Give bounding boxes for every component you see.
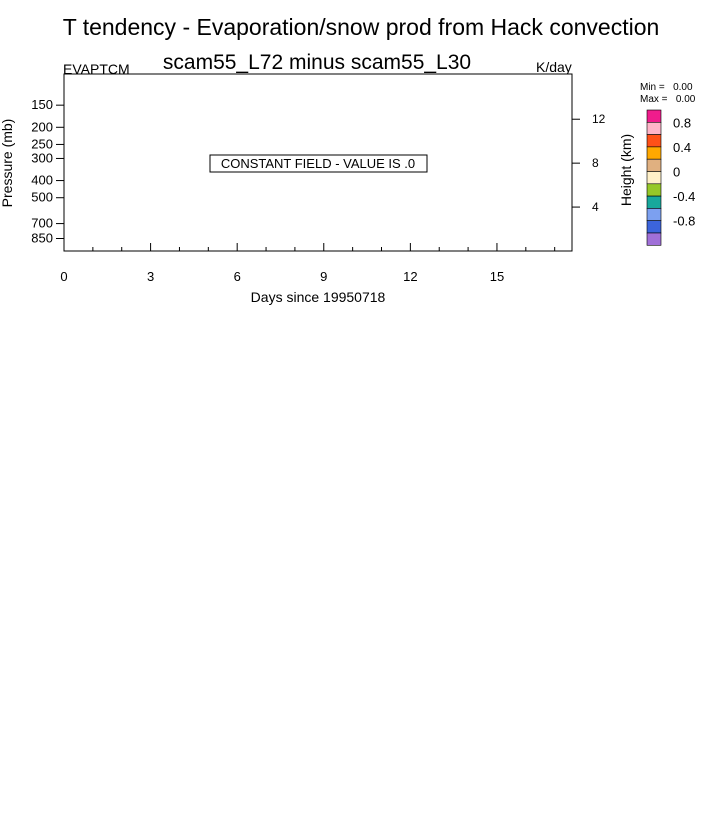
annotation-box <box>209 154 428 173</box>
y-axis-label: Pressure (mb) <box>0 119 15 208</box>
units-label: K/day <box>536 59 572 75</box>
colorbar-label: 0.4 <box>673 140 691 155</box>
min-label: Min = <box>640 82 665 93</box>
y-tick-label: 850 <box>31 231 53 246</box>
colorbar-swatch <box>646 183 662 197</box>
colorbar-label: -0.8 <box>673 214 695 229</box>
y2-tick-label: 12 <box>592 112 606 126</box>
constant-field-annotation: CONSTANT FIELD - VALUE IS .0 <box>221 156 415 171</box>
colorbar-swatch <box>646 134 662 148</box>
x-tick-label: 12 <box>403 269 417 284</box>
y-tick-label: 300 <box>31 150 53 165</box>
colorbar-swatch <box>646 122 662 135</box>
x-tick-label: 9 <box>320 269 327 284</box>
colorbar-swatch <box>646 109 662 123</box>
x-tick-label: 15 <box>490 269 504 284</box>
x-tick-label: 0 <box>60 269 67 284</box>
y-tick-label: 200 <box>31 119 53 134</box>
y2-tick-label: 4 <box>592 200 599 214</box>
chart-title: T tendency - Evaporation/snow prod from … <box>62 14 660 40</box>
y-axis-height: 12 8 4 <box>572 112 606 214</box>
max-stat: Max = 0.00 <box>640 94 695 106</box>
colorbar-swatch <box>646 171 662 185</box>
colorbar-label: 0.8 <box>673 115 691 130</box>
y-tick-label: 500 <box>31 190 53 205</box>
colorbar-swatch <box>646 146 662 160</box>
y-tick-label: 400 <box>31 173 53 188</box>
y-tick-label: 700 <box>31 216 53 231</box>
max-label: Max = <box>640 94 668 105</box>
colorbar-label: -0.4 <box>673 189 695 204</box>
min-value: 0.00 <box>673 82 693 93</box>
colorbar-swatch <box>646 158 662 172</box>
colorbar-swatch <box>646 220 662 234</box>
y-tick-label: 250 <box>31 136 53 151</box>
x-tick-label: 3 <box>147 269 154 284</box>
colorbar: 0.8 0.4 0 -0.4 -0.8 <box>646 109 695 246</box>
min-max-stats: Min = 0.00 Max = 0.00 <box>640 82 695 106</box>
y2-tick-label: 8 <box>592 156 599 170</box>
x-axis-label: Days since 19950718 <box>251 289 386 305</box>
colorbar-swatch <box>646 208 662 221</box>
colorbar-swatch <box>646 232 662 246</box>
colorbar-label: 0 <box>673 165 680 180</box>
y2-axis-label: Height (km) <box>618 134 634 206</box>
x-axis: 0 3 6 9 12 15 <box>60 243 556 284</box>
variable-label: EVAPTCM <box>63 61 130 77</box>
min-stat: Min = 0.00 <box>640 82 695 94</box>
chart-subtitle: scam55_L72 minus scam55_L30 <box>162 51 472 74</box>
max-value: 0.00 <box>675 94 696 105</box>
colorbar-swatch <box>646 195 662 209</box>
x-tick-label: 6 <box>234 269 241 284</box>
y-tick-label: 150 <box>31 97 53 112</box>
